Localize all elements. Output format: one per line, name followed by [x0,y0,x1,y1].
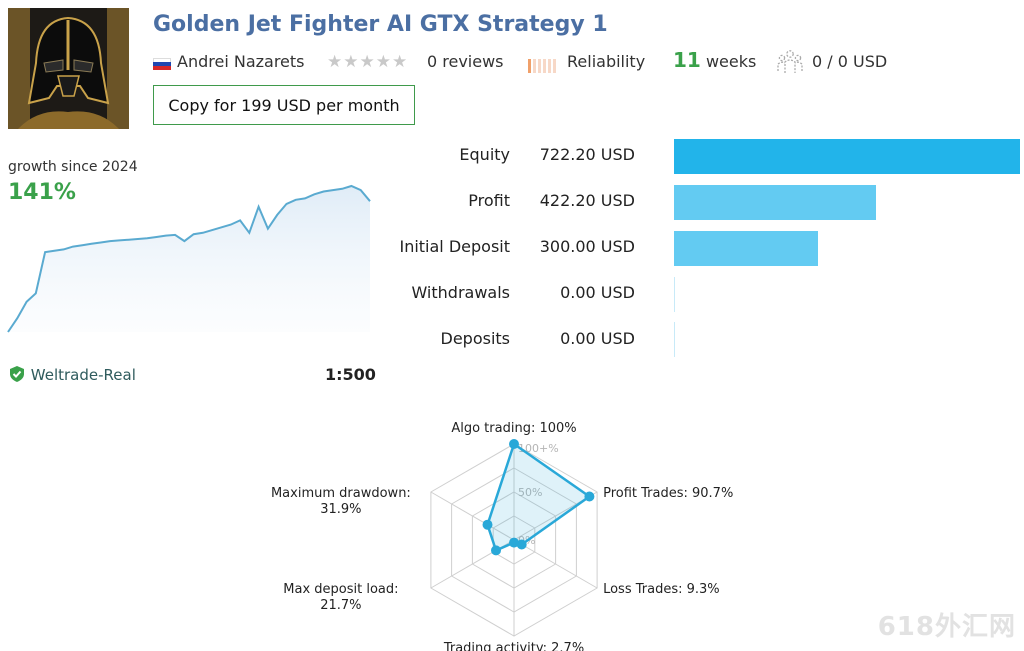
star-icon: ★ [392,52,409,72]
radar-axis-label: Loss Trades: 9.3% [603,582,720,597]
radar-tick-label: 50% [518,486,542,499]
radar-data-area [486,442,592,553]
stat-label-withdrawals: Withdrawals [411,283,510,302]
growth-chart[interactable] [0,178,380,340]
russia-flag-icon [153,58,171,70]
subscribers-value: 0 / 0 USD [812,52,888,71]
radar-data-point[interactable] [509,537,519,548]
radar-axis-label: Maximum drawdown: 31.9% [271,486,411,517]
strategy-title[interactable]: Golden Jet Fighter AI GTX Strategy 1 [153,12,608,37]
watermark-text: 618外汇网 [877,612,1016,642]
growth-label: growth since 2024 [8,159,138,175]
star-icon: ★ [343,52,360,72]
star-icon: ★ [359,52,376,72]
helmet-avatar-image [8,8,129,129]
stat-value-profit: 422.20 USD [539,191,635,210]
radar-data-point[interactable] [482,519,493,530]
radar-axis-label: Max deposit load: 21.7% [283,582,398,613]
broker-info[interactable]: Weltrade-Real [8,365,136,384]
growth-value: 141% [8,180,76,205]
growth-area [8,186,370,332]
bar-profit [674,185,876,220]
reviews-link[interactable]: 0 reviews [427,52,504,71]
stat-label-deposits: Deposits [440,329,511,348]
stat-value-withdrawals: 0.00 USD [560,283,635,302]
radar-axis-label: Profit Trades: 90.7% [603,486,733,501]
weeks-label: weeks [705,52,757,71]
reliability-label: Reliability [567,52,646,71]
trading-radar-chart: 100+%50%0%Algo trading: 100%Profit Trade… [271,421,733,651]
radar-data-point[interactable] [491,545,501,556]
star-icon: ★ [327,52,344,72]
weeks-number: 11 [673,48,701,72]
bar-withdrawals [674,277,675,312]
radar-data-point[interactable] [509,439,519,449]
rating-stars: ★★★★★ [327,52,408,72]
stat-value-equity: 722.20 USD [539,145,635,164]
author-name[interactable]: Andrei Nazarets [177,52,305,71]
subscribers-icon [777,49,803,79]
bar-initial-deposit [674,231,818,266]
verified-shield-icon [10,366,24,382]
bar-deposits [674,322,675,357]
broker-name[interactable]: Weltrade-Real [30,366,136,384]
copy-subscribe-button[interactable]: Copy for 199 USD per month [153,85,415,125]
radar-spoke [430,491,515,541]
weeks-counter: 11 weeks [673,49,756,71]
author-avatar[interactable] [8,8,129,129]
radar-axis-label: Algo trading: 100% [451,421,576,436]
radar-data-point[interactable] [584,491,595,502]
bar-equity [674,139,1020,174]
radar-tick-label: 100+% [518,442,559,455]
stat-label-profit: Profit [468,191,510,210]
radar-spoke [513,539,598,589]
reliability-bars [528,55,558,74]
leverage-value: 1:500 [325,365,376,384]
stat-value-deposits: 0.00 USD [560,329,635,348]
growth-line [7,184,371,333]
radar-axis-label: Trading activity: 2.7% [443,641,584,651]
star-icon: ★ [375,52,392,72]
radar-data-point[interactable] [516,539,527,550]
stat-label-equity: Equity [459,145,510,164]
stat-label-initial-deposit: Initial Deposit [399,237,510,256]
stat-value-initial-deposit: 300.00 USD [539,237,635,256]
